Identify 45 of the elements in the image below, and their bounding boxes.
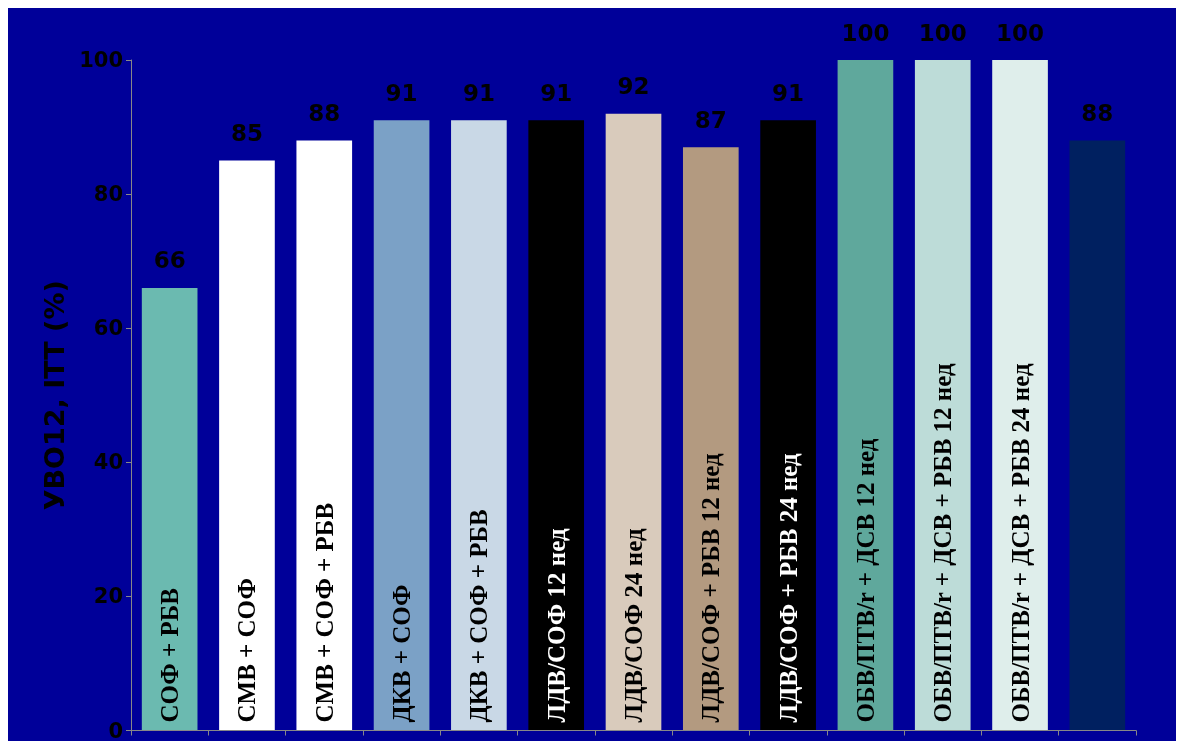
bar [1069, 140, 1126, 731]
data-label: 100 [996, 19, 1045, 46]
data-label: 92 [617, 73, 650, 100]
data-label: 91 [540, 79, 573, 106]
bar [837, 60, 894, 731]
y-tick-label: 100 [79, 48, 123, 72]
data-label: 91 [462, 79, 495, 106]
bar [605, 113, 662, 731]
data-label: 66 [153, 247, 186, 274]
data-label: 100 [841, 19, 890, 46]
y-axis-title: УВО12, ITT (%) [39, 280, 71, 511]
bar [219, 160, 275, 731]
x-tick-label: ДКВ + СОФ [388, 584, 416, 723]
y-tick-label: 0 [108, 718, 123, 743]
bar [451, 120, 507, 731]
data-label: 100 [918, 19, 967, 46]
x-tick-label: ОБВ/ПТВ/r + ДСВ 12 нед [851, 438, 879, 723]
bar [141, 287, 198, 731]
x-tick-label: ЛДВ/СОФ 12 нед [542, 528, 570, 723]
bar [373, 120, 430, 731]
x-tick-label: ДКВ + СОФ + РБВ [465, 509, 493, 723]
data-label: 88 [1081, 99, 1114, 126]
data-label: 91 [385, 79, 418, 106]
y-tick-label: 40 [93, 450, 123, 475]
bar [992, 60, 1048, 731]
bar [682, 147, 739, 731]
data-label: 91 [772, 79, 805, 106]
x-tick-label: ЛДВ/СОФ 24 нед [620, 528, 647, 723]
x-tick-label: ОБВ/ПТВ/r + ДСВ + РБВ 12 нед [929, 362, 957, 723]
y-tick-label: 20 [93, 584, 123, 609]
data-label: 88 [308, 99, 341, 126]
x-tick-label: ОБВ/ПТВ/r + ДСВ + РБВ 24 нед [1006, 362, 1034, 723]
y-tick-label: 60 [93, 316, 123, 341]
x-tick-label: СОФ + РБВ [156, 588, 184, 723]
bar [760, 120, 816, 731]
bar [528, 120, 585, 731]
x-tick-label: ЛДВ/СОФ + РБВ 24 нед [774, 452, 802, 723]
data-label: 85 [230, 120, 263, 147]
x-tick-label: СМВ + СОФ [233, 578, 261, 723]
x-tick-label: СМВ + СОФ + РБВ [310, 502, 338, 723]
bar [296, 140, 353, 731]
x-tick-label: ЛДВ/СОФ + РБВ 12 нед [697, 452, 725, 723]
y-tick-label: 80 [93, 182, 123, 207]
bar [914, 60, 971, 731]
data-label: 87 [694, 106, 727, 133]
